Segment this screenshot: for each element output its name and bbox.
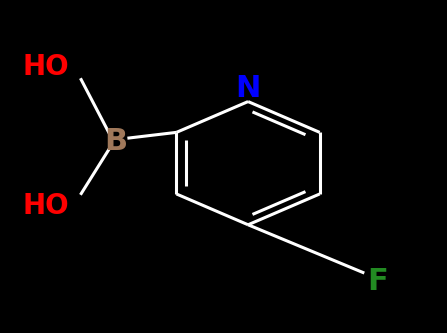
Text: B: B bbox=[105, 127, 128, 156]
Text: F: F bbox=[367, 267, 388, 296]
Text: N: N bbox=[236, 74, 261, 103]
Text: HO: HO bbox=[22, 192, 69, 220]
Text: HO: HO bbox=[22, 53, 69, 81]
